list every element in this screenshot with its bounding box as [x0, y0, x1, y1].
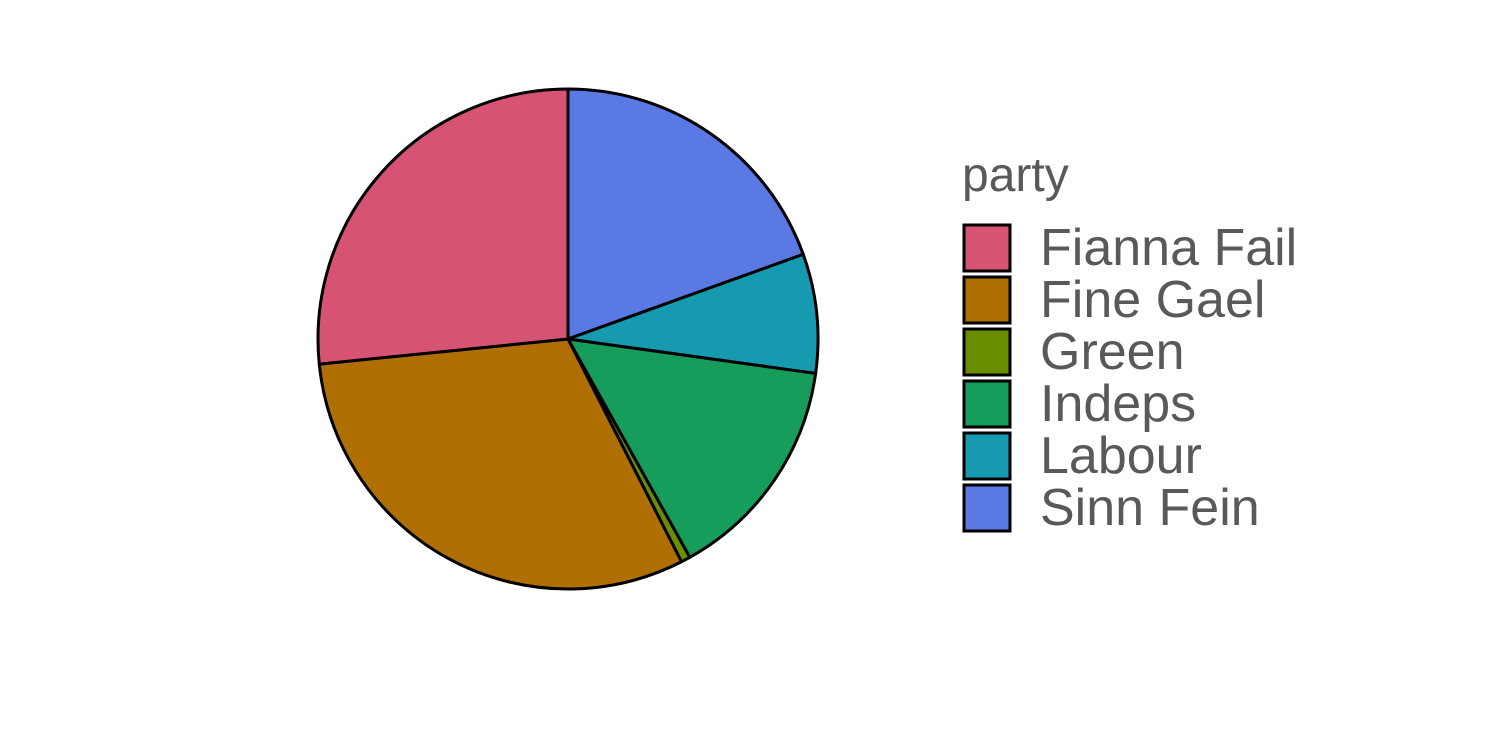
legend-label-fine-gael: Fine Gael: [1040, 271, 1265, 329]
pie-slice-fine-gael: [317, 337, 683, 591]
pie-slices: [316, 87, 820, 591]
legend-label-sinn-fein: Sinn Fein: [1040, 479, 1260, 537]
legend-key-green: [962, 327, 1012, 377]
legend-label-green: Green: [1040, 323, 1185, 381]
legend-label-fianna-fail: Fianna Fail: [1040, 219, 1297, 277]
pie-slice-indeps: [566, 337, 818, 559]
pie-slice-labour: [566, 252, 820, 375]
legend-key-indeps: [962, 379, 1012, 429]
pie-slice-sinn-fein: [566, 87, 805, 341]
legend-key-sinn-fein: [962, 483, 1012, 533]
legend-key-fine-gael: [962, 275, 1012, 325]
pie-slice-fianna-fail: [316, 87, 570, 366]
legend-label-labour: Labour: [1040, 427, 1202, 485]
legend-key-fianna-fail: [962, 223, 1012, 273]
legend-title: party: [962, 149, 1069, 202]
legend-label-indeps: Indeps: [1040, 375, 1196, 433]
legend-key-labour: [962, 431, 1012, 481]
